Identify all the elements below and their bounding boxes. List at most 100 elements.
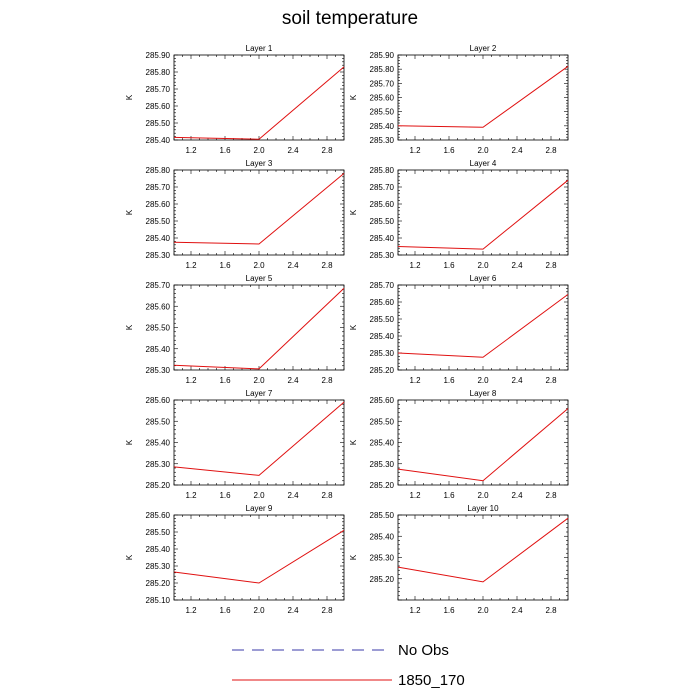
y-tick-label: 285.30: [146, 251, 171, 260]
y-tick-label: 285.90: [370, 51, 395, 60]
y-tick-label: 285.40: [146, 439, 171, 448]
y-tick-label: 285.20: [370, 366, 395, 375]
x-tick-label: 2.4: [287, 376, 299, 385]
legend-label-1: No Obs: [398, 642, 449, 659]
y-axis-label: K: [349, 439, 358, 445]
y-tick-label: 285.60: [146, 396, 171, 405]
x-tick-label: 2.4: [287, 491, 299, 500]
panel-title: Layer 6: [470, 274, 497, 283]
y-tick-label: 285.10: [146, 596, 171, 605]
panel-title: Layer 1: [246, 44, 273, 53]
x-tick-label: 1.6: [219, 146, 231, 155]
y-tick-label: 285.30: [370, 251, 395, 260]
y-tick-label: 285.60: [370, 200, 395, 209]
panel-title: Layer 2: [470, 44, 497, 53]
series-line-1850-170: [173, 529, 345, 584]
y-axis-label: K: [125, 94, 134, 100]
x-tick-label: 2.4: [287, 261, 299, 270]
y-tick-label: 285.30: [370, 349, 395, 358]
y-tick-label: 285.80: [370, 65, 395, 74]
y-tick-label: 285.80: [146, 166, 171, 175]
y-tick-label: 285.50: [146, 217, 171, 226]
x-tick-label: 1.2: [185, 376, 197, 385]
panel-layer-7: Layer 7 K 285.20 285.30 285.40 285.50 285.60 1.…: [125, 389, 345, 500]
y-tick-label: 285.40: [370, 532, 395, 541]
y-axis-label: K: [349, 554, 358, 560]
x-tick-label: 2.8: [321, 146, 333, 155]
panel-title: Layer 4: [470, 159, 497, 168]
x-tick-label: 2.4: [511, 376, 523, 385]
y-tick-label: 285.70: [146, 281, 171, 290]
y-axis-label: K: [349, 324, 358, 330]
x-tick-label: 1.2: [185, 261, 197, 270]
legend-label-2: 1850_170: [398, 672, 465, 689]
x-tick-label: 2.0: [253, 146, 265, 155]
panel-layer-10: Layer 10 K 285.20 285.30 285.40 285.50 1.2 1.6 2…: [349, 504, 569, 615]
x-tick-label: 2.0: [253, 606, 265, 615]
plot-frame: [173, 399, 345, 486]
y-tick-label: 285.30: [146, 562, 171, 571]
y-tick-label: 285.50: [146, 417, 171, 426]
panels-group: Layer 1 K 285.40 285.50 285.60 285.70 285.80 28…: [125, 44, 569, 615]
y-tick-label: 285.50: [146, 528, 171, 537]
x-tick-label: 2.0: [253, 376, 265, 385]
y-tick-label: 285.60: [146, 200, 171, 209]
x-tick-label: 2.0: [253, 491, 265, 500]
y-tick-label: 285.30: [370, 460, 395, 469]
y-tick-label: 285.40: [370, 439, 395, 448]
x-tick-label: 1.6: [443, 146, 455, 155]
x-tick-label: 2.4: [511, 606, 523, 615]
series-line-1850-170: [173, 401, 345, 476]
x-tick-label: 2.8: [321, 491, 333, 500]
x-tick-label: 2.8: [321, 261, 333, 270]
panel-title: Layer 7: [246, 389, 273, 398]
y-tick-label: 285.50: [370, 217, 395, 226]
x-tick-label: 2.0: [477, 376, 489, 385]
x-tick-label: 2.8: [545, 146, 557, 155]
x-tick-label: 1.6: [219, 376, 231, 385]
panel-layer-3: Layer 3 K 285.30 285.40 285.50 285.60 285.70 28…: [125, 159, 345, 270]
x-tick-label: 1.2: [409, 606, 421, 615]
y-tick-label: 285.50: [370, 511, 395, 520]
x-tick-label: 2.8: [321, 376, 333, 385]
panel-layer-2: Layer 2 K 285.30 285.40 285.50 285.60 285.70 28…: [349, 44, 569, 155]
y-tick-label: 285.40: [370, 234, 395, 243]
y-axis-label: K: [125, 554, 134, 560]
x-tick-label: 1.6: [443, 606, 455, 615]
series-line-1850-170: [173, 66, 345, 140]
x-tick-label: 2.4: [287, 606, 299, 615]
series-line-1850-170: [397, 408, 569, 482]
y-tick-label: 285.60: [146, 102, 171, 111]
x-tick-label: 1.2: [185, 146, 197, 155]
y-tick-label: 285.40: [146, 545, 171, 554]
y-tick-label: 285.80: [146, 68, 171, 77]
y-tick-label: 285.50: [146, 324, 171, 333]
y-tick-label: 285.60: [146, 511, 171, 520]
series-line-1850-170: [397, 179, 569, 250]
series-line-1850-170: [397, 293, 569, 358]
panel-title: Layer 5: [246, 274, 273, 283]
y-tick-label: 285.90: [146, 51, 171, 60]
x-tick-label: 2.8: [545, 491, 557, 500]
y-axis-label: K: [125, 439, 134, 445]
x-tick-label: 2.0: [253, 261, 265, 270]
y-tick-label: 285.60: [370, 94, 395, 103]
panel-title: Layer 3: [246, 159, 273, 168]
y-tick-label: 285.70: [370, 281, 395, 290]
y-tick-label: 285.20: [370, 481, 395, 490]
plot-frame: [397, 169, 569, 256]
y-tick-label: 285.50: [146, 119, 171, 128]
y-tick-label: 285.70: [146, 183, 171, 192]
y-tick-label: 285.20: [146, 481, 171, 490]
y-tick-label: 285.60: [370, 396, 395, 405]
y-axis-label: K: [349, 94, 358, 100]
panel-layer-5: Layer 5 K 285.30 285.40 285.50 285.60 285.70 1.…: [125, 274, 345, 385]
panel-layer-4: Layer 4 K 285.30 285.40 285.50 285.60 285.70 28…: [349, 159, 569, 270]
panel-layer-1: Layer 1 K 285.40 285.50 285.60 285.70 285.80 28…: [125, 44, 345, 155]
y-tick-label: 285.40: [146, 345, 171, 354]
series-line-1850-170: [397, 65, 569, 128]
x-tick-label: 2.4: [511, 491, 523, 500]
y-tick-label: 285.30: [370, 554, 395, 563]
x-tick-label: 2.8: [545, 606, 557, 615]
